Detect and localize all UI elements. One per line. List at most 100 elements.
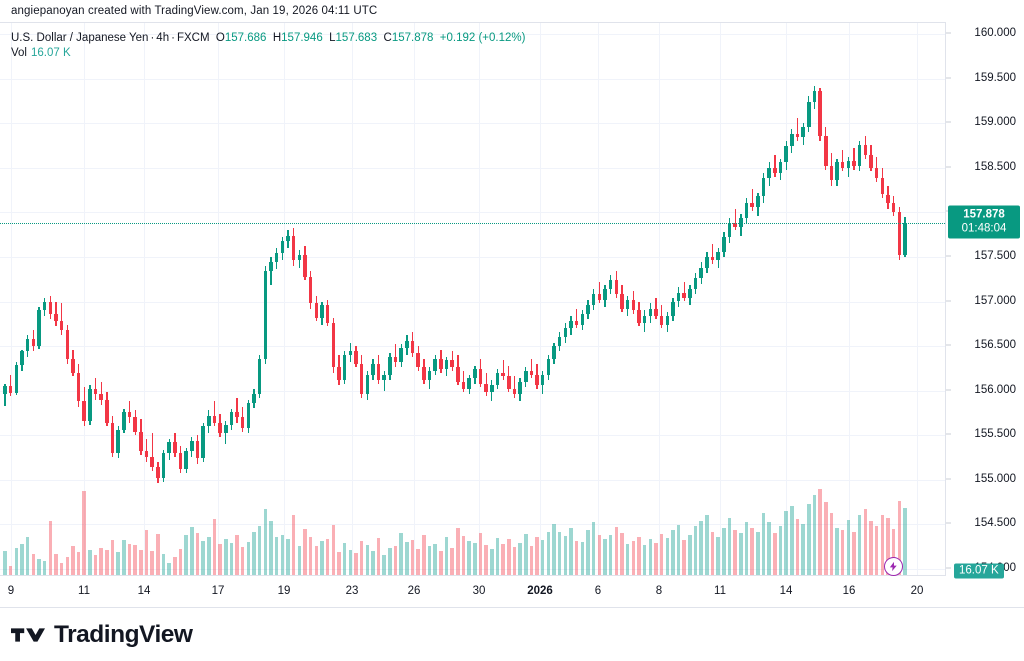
price-axis-label: 155.000 bbox=[974, 472, 1016, 485]
chart-pane[interactable] bbox=[0, 22, 946, 575]
volume-bar bbox=[540, 539, 545, 575]
candle-body bbox=[116, 429, 120, 454]
volume-bar bbox=[240, 547, 245, 575]
volume-bar bbox=[229, 543, 234, 575]
gridline-vertical bbox=[917, 23, 918, 575]
legend-sep-2: · bbox=[171, 32, 175, 44]
volume-bar bbox=[727, 517, 732, 575]
candle-body bbox=[897, 212, 902, 256]
candle-body bbox=[671, 301, 675, 316]
candle-body bbox=[597, 294, 602, 300]
candle-body bbox=[229, 412, 234, 425]
candle-body bbox=[552, 346, 556, 359]
volume-bar bbox=[354, 552, 358, 575]
volume-bar bbox=[495, 538, 500, 575]
candle-wick bbox=[751, 189, 753, 211]
candle-body bbox=[857, 144, 862, 166]
candle-body bbox=[456, 367, 460, 382]
candle-body bbox=[150, 456, 154, 468]
candle-body bbox=[603, 289, 607, 300]
price-axis[interactable]: 157.878 01:48:04 16.07 K 160.000 159.500 1… bbox=[946, 22, 1024, 579]
volume-bar bbox=[744, 522, 749, 575]
volume-bar bbox=[257, 525, 262, 575]
price-axis-tick bbox=[946, 433, 951, 435]
candle-body bbox=[354, 351, 358, 364]
volume-bar bbox=[127, 543, 132, 575]
candle-body bbox=[382, 374, 386, 380]
candle-body bbox=[246, 403, 251, 429]
candle-body bbox=[631, 299, 636, 311]
volume-bar bbox=[524, 534, 528, 575]
candle-body bbox=[42, 301, 47, 311]
volume-bar bbox=[48, 520, 53, 575]
price-axis-label: 159.000 bbox=[974, 116, 1016, 129]
volume-bar bbox=[665, 538, 669, 575]
candle-body bbox=[167, 442, 171, 454]
volume-bar bbox=[359, 540, 364, 575]
candle-body bbox=[342, 355, 347, 380]
volume-bar bbox=[235, 535, 239, 575]
time-axis-separator bbox=[0, 575, 946, 576]
gridline-vertical bbox=[720, 23, 721, 575]
volume-bar bbox=[207, 537, 211, 575]
candle-body bbox=[422, 367, 426, 380]
candle-wick bbox=[394, 344, 397, 368]
volume-bar bbox=[156, 534, 160, 575]
volume-bar bbox=[65, 557, 69, 575]
legend-exchange: FXCM bbox=[176, 32, 210, 44]
volume-bar bbox=[433, 543, 437, 575]
candle-body bbox=[852, 160, 856, 166]
tradingview-logo[interactable]: TradingView bbox=[11, 621, 193, 649]
volume-bar bbox=[348, 550, 353, 575]
candle-body bbox=[693, 278, 698, 289]
candle-wick bbox=[94, 378, 97, 400]
time-axis[interactable]: 9 11 14 17 19 23 26 30 2026 6 8 11 14 16 20 bbox=[0, 575, 1024, 608]
legend-symbol[interactable]: U.S. Dollar / Japanese Yen bbox=[11, 32, 149, 44]
volume-bar bbox=[625, 543, 630, 575]
price-axis-label: 156.500 bbox=[974, 339, 1016, 352]
candle-wick bbox=[598, 281, 601, 304]
volume-bar bbox=[518, 542, 522, 575]
time-axis-label: 2026 bbox=[527, 585, 553, 597]
volume-bar bbox=[790, 506, 794, 575]
volume-bar bbox=[280, 534, 285, 575]
chart-legend: U.S. Dollar / Japanese Yen · 4h · FXCM O157.… bbox=[11, 31, 525, 61]
candle-body bbox=[156, 467, 160, 479]
volume-bar bbox=[144, 530, 149, 575]
candle-body bbox=[682, 292, 686, 298]
time-axis-label: 20 bbox=[910, 585, 924, 597]
volume-bar bbox=[82, 491, 86, 575]
candle-body bbox=[665, 315, 669, 325]
candle-body bbox=[903, 223, 907, 256]
candle-body bbox=[637, 310, 641, 323]
candle-body bbox=[201, 426, 205, 459]
candle-body bbox=[416, 353, 420, 368]
candle-body bbox=[224, 424, 228, 434]
legend-low-value: 157.683 bbox=[335, 32, 378, 44]
time-axis-label: 6 bbox=[594, 585, 602, 597]
volume-bar bbox=[325, 539, 330, 575]
volume-bar bbox=[42, 560, 47, 575]
volume-bar bbox=[614, 527, 619, 575]
candle-body bbox=[48, 301, 53, 314]
candle-body bbox=[212, 415, 217, 423]
chart-grid bbox=[0, 23, 945, 575]
candle-body bbox=[303, 255, 307, 277]
candle-wick bbox=[502, 360, 504, 380]
volume-bar bbox=[167, 562, 171, 575]
lightning-bolt-icon[interactable] bbox=[884, 557, 903, 576]
candle-body bbox=[495, 372, 500, 386]
volume-bar bbox=[710, 532, 715, 575]
volume-bar bbox=[263, 508, 268, 575]
volume-bar bbox=[688, 534, 692, 575]
price-axis-label: 155.500 bbox=[974, 428, 1016, 441]
tradingview-logo-icon bbox=[11, 627, 45, 642]
volume-bar bbox=[422, 534, 426, 575]
legend-interval[interactable]: 4h bbox=[156, 32, 170, 44]
volume-bar bbox=[569, 528, 573, 575]
volume-bar bbox=[314, 546, 319, 575]
candle-body bbox=[501, 372, 505, 377]
volume-bar bbox=[778, 525, 783, 575]
candle-body bbox=[478, 369, 483, 384]
current-price-line bbox=[0, 223, 945, 225]
